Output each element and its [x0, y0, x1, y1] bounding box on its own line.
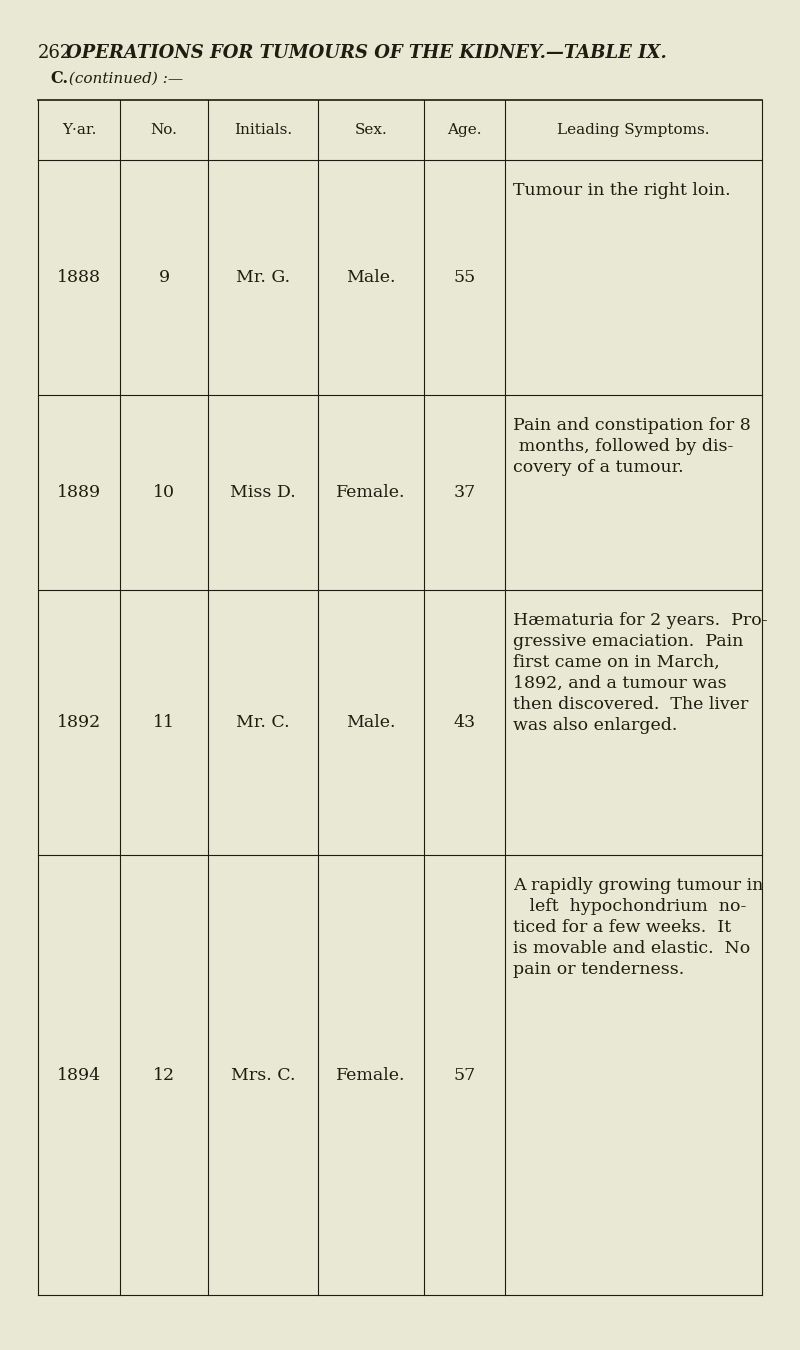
- Text: Male.: Male.: [346, 714, 396, 730]
- Text: 55: 55: [454, 269, 476, 286]
- Text: Mr. G.: Mr. G.: [236, 269, 290, 286]
- Text: 1892: 1892: [57, 714, 101, 730]
- Text: then discovered.  The liver: then discovered. The liver: [513, 697, 748, 713]
- Text: pain or tenderness.: pain or tenderness.: [513, 961, 684, 977]
- Text: gressive emaciation.  Pain: gressive emaciation. Pain: [513, 633, 743, 649]
- Text: 1888: 1888: [57, 269, 101, 286]
- Text: 11: 11: [153, 714, 175, 730]
- Text: Y·ar.: Y·ar.: [62, 123, 96, 136]
- Text: Tumour in the right loin.: Tumour in the right loin.: [513, 182, 730, 198]
- Text: OPERATIONS FOR TUMOURS OF THE KIDNEY.—TABLE IX.: OPERATIONS FOR TUMOURS OF THE KIDNEY.—TA…: [66, 45, 666, 62]
- Text: (continued) :—: (continued) :—: [64, 72, 183, 86]
- Text: first came on in March,: first came on in March,: [513, 653, 720, 671]
- Text: Pain and constipation for 8: Pain and constipation for 8: [513, 417, 750, 433]
- Text: 1889: 1889: [57, 485, 101, 501]
- Text: Female.: Female.: [336, 1066, 406, 1084]
- Text: Mr. C.: Mr. C.: [236, 714, 290, 730]
- Text: Leading Symptoms.: Leading Symptoms.: [558, 123, 710, 136]
- Text: No.: No.: [150, 123, 178, 136]
- Text: 9: 9: [158, 269, 170, 286]
- Text: left  hypochondrium  no-: left hypochondrium no-: [513, 898, 746, 915]
- Text: Age.: Age.: [447, 123, 482, 136]
- Text: 262: 262: [38, 45, 72, 62]
- Text: 1894: 1894: [57, 1066, 101, 1084]
- Text: Female.: Female.: [336, 485, 406, 501]
- Text: 12: 12: [153, 1066, 175, 1084]
- Text: Mrs. C.: Mrs. C.: [230, 1066, 295, 1084]
- Text: Initials.: Initials.: [234, 123, 292, 136]
- Text: 57: 57: [454, 1066, 476, 1084]
- Text: A rapidly growing tumour in: A rapidly growing tumour in: [513, 878, 763, 894]
- Text: Miss D.: Miss D.: [230, 485, 296, 501]
- Text: 43: 43: [454, 714, 475, 730]
- Text: Hæmaturia for 2 years.  Pro-: Hæmaturia for 2 years. Pro-: [513, 612, 768, 629]
- Text: was also enlarged.: was also enlarged.: [513, 717, 678, 734]
- Text: 37: 37: [454, 485, 476, 501]
- Text: 1892, and a tumour was: 1892, and a tumour was: [513, 675, 726, 693]
- Text: Sex.: Sex.: [354, 123, 387, 136]
- Text: Male.: Male.: [346, 269, 396, 286]
- Text: ticed for a few weeks.  It: ticed for a few weeks. It: [513, 919, 731, 936]
- Text: C.: C.: [50, 70, 68, 86]
- Text: covery of a tumour.: covery of a tumour.: [513, 459, 684, 477]
- Text: months, followed by dis-: months, followed by dis-: [513, 437, 734, 455]
- Text: is movable and elastic.  No: is movable and elastic. No: [513, 940, 750, 957]
- Text: 10: 10: [153, 485, 175, 501]
